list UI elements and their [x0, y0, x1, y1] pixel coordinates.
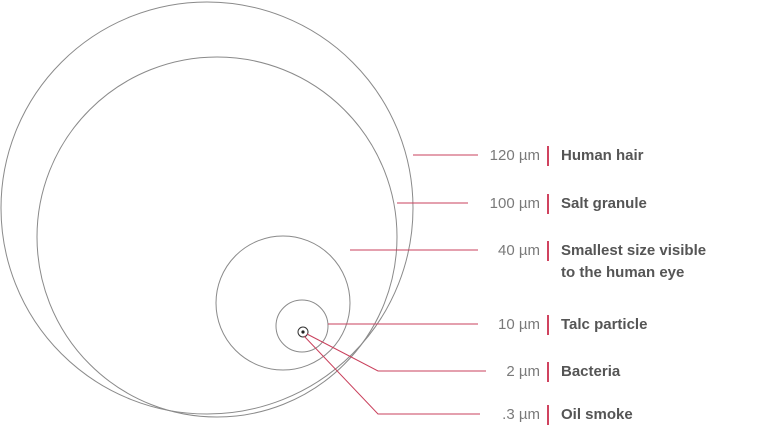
item-label: Salt granule	[561, 195, 647, 212]
circle-bacteria	[297, 326, 309, 338]
size-text: 120 µm	[490, 147, 540, 164]
item-label: Oil smoke	[561, 406, 633, 423]
circle-talc	[275, 299, 329, 353]
item-label: Smallest size visible	[561, 242, 706, 259]
size-text: 100 µm	[490, 195, 540, 212]
size-text: 2 µm	[506, 363, 540, 380]
circle-human-hair	[0, 1, 414, 415]
item-label: Talc particle	[561, 316, 647, 333]
leader-line	[303, 335, 480, 415]
leader-line	[306, 333, 486, 372]
size-text: 40 µm	[498, 242, 540, 259]
item-label: to the human eye	[561, 264, 684, 281]
item-label: Bacteria	[561, 363, 621, 380]
size-text: .3 µm	[502, 406, 540, 423]
size-text: 10 µm	[498, 316, 540, 333]
dot-oil-smoke	[301, 330, 305, 334]
item-label: Human hair	[561, 147, 644, 164]
circle-salt-granule	[36, 56, 398, 418]
circle-visible-limit	[215, 235, 351, 371]
